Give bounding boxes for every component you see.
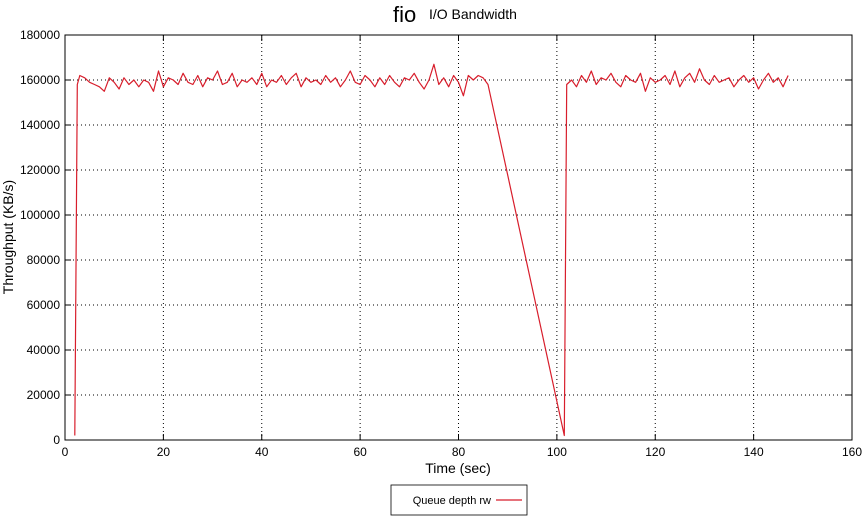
y-tick-label: 140000 [20,118,60,132]
y-tick-label: 180000 [20,28,60,42]
x-axis-label: Time (sec) [425,460,491,476]
x-tick-label: 80 [452,445,466,459]
y-tick-label: 20000 [27,388,61,402]
y-tick-label: 100000 [20,208,60,222]
y-tick-label: 40000 [27,343,61,357]
x-tick-label: 0 [62,445,69,459]
ticks: 0 20 40 60 80 100 120 140 160 0 20000 40000 60000 800… [20,28,862,459]
legend-label: Queue depth rw [413,495,491,507]
series-layer [74,63,789,437]
grid [65,35,852,440]
x-tick-label: 140 [744,445,764,459]
x-tick-label: 120 [645,445,665,459]
chart-title: fio [393,2,416,27]
y-axis-label: Throughput (KB/s) [0,180,16,294]
x-tick-label: 160 [842,445,862,459]
legend: Queue depth rw [390,484,528,516]
x-tick-label: 20 [157,445,171,459]
y-tick-label: 160000 [20,73,60,87]
x-tick-label: 40 [255,445,269,459]
x-tick-label: 100 [547,445,567,459]
y-tick-label: 80000 [27,253,61,267]
y-tick-label: 0 [53,433,60,447]
series-line-queue-depth-rw [74,63,789,437]
x-tick-label: 60 [353,445,367,459]
y-tick-label: 120000 [20,163,60,177]
chart-subtitle: I/O Bandwidth [429,6,517,22]
y-tick-label: 60000 [27,298,61,312]
